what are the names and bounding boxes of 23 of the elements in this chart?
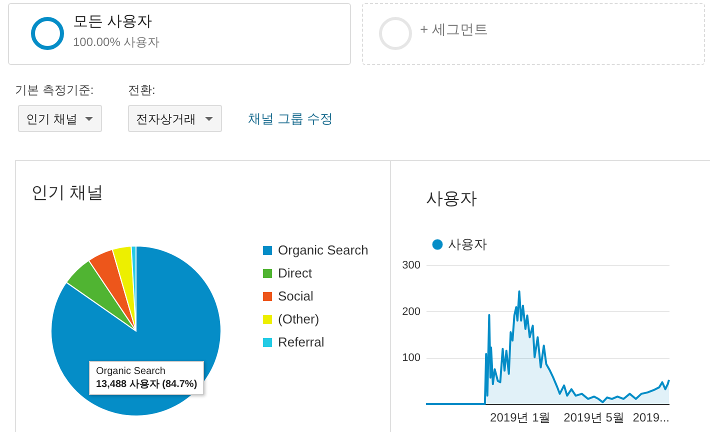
text: 전자상거래 — [136, 111, 196, 128]
text: 100.00% 사용자 — [73, 34, 160, 51]
legend-label: 사용자 — [448, 236, 487, 252]
legend-label: Referral — [278, 334, 324, 350]
chart-title: 사용자 — [426, 189, 477, 208]
legend-label: Social — [278, 288, 314, 304]
legend-label: Direct — [278, 266, 312, 280]
text: 기본 측정기준: — [15, 82, 94, 99]
y-tick-label: 300 — [402, 260, 420, 272]
x-tick-label: 2019년 5월 — [564, 410, 624, 424]
text: + 세그먼트 — [420, 21, 488, 39]
y-tick-label: 200 — [402, 306, 420, 318]
x-tick-label: 2019... — [632, 410, 670, 424]
text: 채널 그룹 수정 — [248, 110, 334, 128]
text: 인기 채널 — [26, 111, 78, 128]
legend-label: Organic Search — [278, 242, 368, 258]
y-tick-label: 100 — [402, 352, 420, 364]
text: 모든 사용자 — [73, 12, 152, 31]
text: Organic Search 13,488 사용자 (84.7%) — [96, 365, 198, 391]
text: 전환: — [128, 82, 156, 99]
chart-title: 인기 채널 — [31, 183, 104, 202]
x-tick-label: 2019년 1월 — [490, 410, 551, 424]
legend-label: (Other) — [278, 312, 320, 326]
